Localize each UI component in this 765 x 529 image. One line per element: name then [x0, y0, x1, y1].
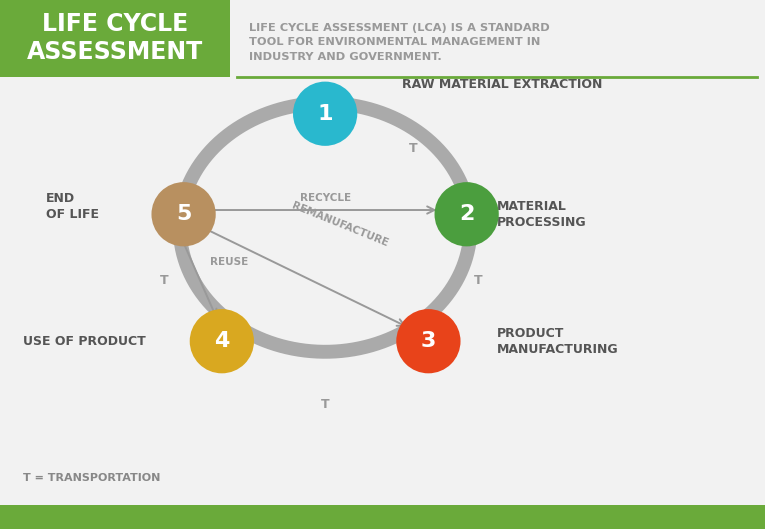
Ellipse shape — [396, 309, 461, 373]
FancyBboxPatch shape — [0, 0, 230, 77]
Text: 2: 2 — [459, 204, 474, 224]
Ellipse shape — [190, 309, 254, 373]
Text: 5: 5 — [176, 204, 191, 224]
Text: END
OF LIFE: END OF LIFE — [46, 192, 99, 221]
Text: T: T — [321, 398, 330, 411]
Text: LIFE CYCLE
ASSESSMENT: LIFE CYCLE ASSESSMENT — [27, 12, 203, 65]
Text: 1: 1 — [317, 104, 333, 124]
Ellipse shape — [151, 182, 216, 247]
Text: 4: 4 — [214, 331, 230, 351]
FancyBboxPatch shape — [0, 505, 765, 529]
Ellipse shape — [293, 81, 357, 146]
Text: 3: 3 — [421, 331, 436, 351]
Text: RECYCLE: RECYCLE — [300, 194, 350, 203]
Text: REMANUFACTURE: REMANUFACTURE — [291, 201, 390, 249]
Ellipse shape — [435, 182, 499, 247]
Text: T: T — [409, 142, 418, 154]
Text: REUSE: REUSE — [210, 257, 249, 267]
Text: T: T — [160, 274, 169, 287]
Text: PRODUCT
MANUFACTURING: PRODUCT MANUFACTURING — [497, 327, 619, 355]
Text: T: T — [474, 274, 483, 287]
Text: LIFE CYCLE ASSESSMENT (LCA) IS A STANDARD
TOOL FOR ENVIRONMENTAL MANAGEMENT IN
I: LIFE CYCLE ASSESSMENT (LCA) IS A STANDAR… — [249, 23, 549, 62]
Text: T = TRANSPORTATION: T = TRANSPORTATION — [23, 473, 161, 483]
Text: MATERIAL
PROCESSING: MATERIAL PROCESSING — [497, 200, 587, 229]
Text: USE OF PRODUCT: USE OF PRODUCT — [23, 335, 145, 348]
Text: RAW MATERIAL EXTRACTION: RAW MATERIAL EXTRACTION — [402, 78, 602, 91]
